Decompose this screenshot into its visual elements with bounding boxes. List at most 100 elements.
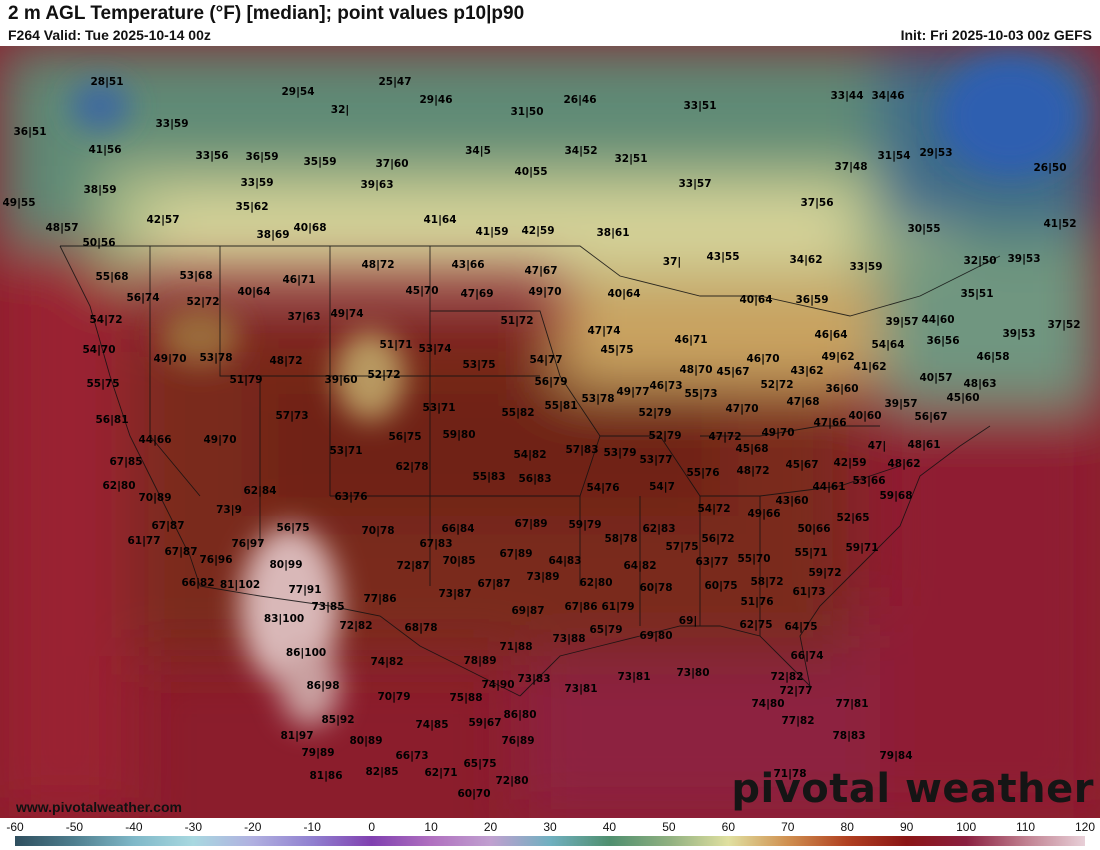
point-value-label: 81|102 [219, 579, 261, 591]
point-value-label: 48|63 [963, 378, 997, 390]
point-value-label: 65|75 [463, 758, 497, 770]
point-value-label: 62|80 [579, 577, 613, 589]
colorbar-tick-label: 70 [781, 820, 795, 834]
point-value-label: 45|60 [946, 392, 980, 404]
colorbar-tick-label: 100 [956, 820, 977, 834]
point-value-label: 36|60 [825, 383, 859, 395]
point-value-label: 54|70 [82, 344, 116, 356]
point-value-label: 72|87 [396, 560, 430, 572]
point-value-label: 73|81 [617, 671, 651, 683]
point-value-label: 69| [678, 615, 698, 627]
point-value-label: 54|76 [586, 482, 620, 494]
point-value-label: 77|86 [363, 593, 397, 605]
colorbar-tick-label: 80 [840, 820, 854, 834]
point-value-label: 66|84 [441, 523, 475, 535]
colorbar-tick-label: 90 [899, 820, 914, 834]
point-value-label: 70|79 [377, 691, 411, 703]
point-value-label: 55|68 [95, 271, 129, 283]
point-value-label: 43|66 [451, 259, 485, 271]
point-value-label: 59|72 [808, 567, 842, 579]
point-value-label: 79|89 [301, 747, 335, 759]
point-value-label: 53|68 [179, 270, 213, 282]
point-value-label: 32|50 [963, 255, 997, 267]
point-value-label: 49|62 [821, 351, 855, 363]
point-value-label: 48|62 [887, 458, 921, 470]
point-value-label: 60|75 [704, 580, 738, 592]
point-value-label: 53|71 [329, 445, 363, 457]
point-value-label: 38|61 [596, 227, 630, 239]
point-value-label: 45|67 [785, 459, 819, 471]
temperature-map[interactable]: 28|51 25|47 29|54 29|46 26|46 33|51 33|44 34|46… [0, 46, 1100, 818]
colorbar-tick-label: 110 [1015, 820, 1036, 834]
point-value-label: 85|92 [321, 714, 355, 726]
point-value-label: 41|52 [1043, 218, 1077, 230]
point-value-label: 59|68 [879, 490, 913, 502]
point-value-label: 76|97 [231, 538, 265, 550]
init-time: Init: Fri 2025-10-03 00z GEFS [900, 27, 1092, 43]
point-value-label: 29|46 [419, 94, 453, 106]
point-value-label: 58|78 [604, 533, 638, 545]
point-value-label: 48|57 [45, 222, 79, 234]
point-value-label: 86|98 [306, 680, 340, 692]
point-value-label: 30|55 [907, 223, 941, 235]
watermark-logo: pivotal weather [731, 766, 1094, 812]
point-value-label: 41|64 [423, 214, 457, 226]
point-value-label: 54|7 [649, 481, 675, 493]
point-value-label: 50|66 [797, 523, 831, 535]
point-value-label: 75|88 [449, 692, 483, 704]
point-value-label: 31|54 [877, 150, 911, 162]
point-value-label: 44|60 [921, 314, 955, 326]
colorbar-tick-label: -40 [125, 820, 143, 834]
colorbar: -60 -50 -40 -30 -20 -10 0 10 20 30 40 50 60 70 80 90 100… [0, 818, 1100, 850]
point-value-label: 49|70 [528, 286, 562, 298]
point-value-label: 69|87 [511, 605, 545, 617]
point-value-label: 64|83 [548, 555, 582, 567]
point-value-label: 41|62 [853, 361, 887, 373]
point-value-label: 57|83 [565, 444, 599, 456]
point-value-label: 70|85 [442, 555, 476, 567]
point-value-label: 56|75 [388, 431, 422, 443]
point-value-label: 26|50 [1033, 162, 1067, 174]
point-value-label: 53|78 [199, 352, 233, 364]
colorbar-tick-label: 20 [483, 820, 498, 834]
point-value-label: 80|99 [269, 559, 303, 571]
point-value-label: 40|55 [514, 166, 548, 178]
point-value-label: 52|79 [648, 430, 682, 442]
point-value-label: 57|75 [665, 541, 699, 553]
point-value-label: 53|77 [639, 454, 673, 466]
point-value-label: 50|56 [82, 237, 116, 249]
point-value-label: 67|86 [564, 601, 598, 613]
point-value-label: 52|72 [367, 369, 401, 381]
point-value-label: 32| [330, 104, 350, 116]
point-value-label: 49|70 [153, 353, 187, 365]
point-value-label: 56|74 [126, 292, 160, 304]
point-value-label: 61|73 [792, 586, 826, 598]
colorbar-tick-label: 60 [721, 820, 736, 834]
point-value-label: 26|46 [563, 94, 597, 106]
point-value-label: 62|83 [642, 523, 676, 535]
point-value-label: 65|79 [589, 624, 623, 636]
point-value-label: 43|55 [706, 251, 740, 263]
point-value-label: 79|84 [879, 750, 913, 762]
point-value-label: 28|51 [90, 76, 124, 88]
point-value-label: 39|57 [885, 316, 919, 328]
point-value-label: 47|74 [587, 325, 621, 337]
colorbar-tick-label: 30 [543, 820, 557, 834]
point-value-label: 63|77 [695, 556, 729, 568]
point-value-label: 86|80 [503, 709, 537, 721]
point-value-label: 48|72 [269, 355, 303, 367]
point-value-label: 77|81 [835, 698, 869, 710]
point-value-label: 66|82 [181, 577, 215, 589]
point-value-label: 47|66 [813, 417, 847, 429]
point-value-label: 62|78 [395, 461, 429, 473]
site-url[interactable]: www.pivotalweather.com [16, 799, 182, 815]
point-value-label: 35|51 [960, 288, 994, 300]
point-value-label: 42|57 [146, 214, 180, 226]
point-value-label: 67|85 [109, 456, 143, 468]
point-value-label: 55|82 [501, 407, 535, 419]
point-value-label: 81|97 [280, 730, 314, 742]
point-value-label: 54|64 [871, 339, 905, 351]
point-value-label: 58|72 [750, 576, 784, 588]
point-value-label: 78|89 [463, 655, 497, 667]
point-value-label: 64|75 [784, 621, 818, 633]
